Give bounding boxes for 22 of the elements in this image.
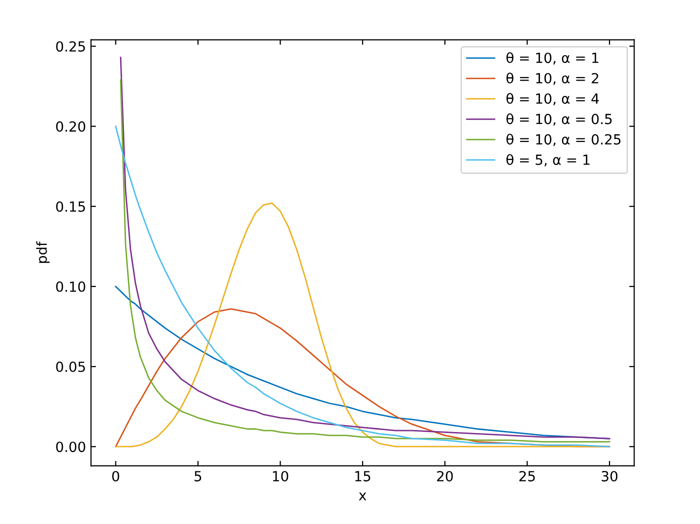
legend-label: θ = 10, α = 2 bbox=[506, 72, 598, 85]
y-tick-label: 0.05 bbox=[56, 362, 85, 372]
line-series bbox=[114, 202, 610, 448]
legend-label: θ = 10, α = 0.5 bbox=[506, 113, 612, 126]
x-tick-label: 30 bbox=[602, 470, 618, 482]
x-tick-label: 20 bbox=[437, 470, 453, 482]
x-axis-title: x bbox=[358, 492, 366, 500]
legend-label: θ = 10, α = 0.25 bbox=[506, 134, 620, 146]
y-tick-label: 0.25 bbox=[56, 41, 85, 52]
y-tick-label: 0.15 bbox=[56, 201, 85, 212]
x-tick-label: 5 bbox=[194, 471, 202, 482]
x-tick-label: 15 bbox=[355, 471, 370, 482]
legend-label: θ = 10, α = 4 bbox=[506, 92, 599, 106]
legend-label: θ = 5, α = 1 bbox=[506, 154, 590, 166]
x-tick-label: 0 bbox=[112, 470, 120, 482]
y-tick-label: 0.10 bbox=[56, 281, 86, 292]
x-tick-label: 25 bbox=[519, 470, 535, 482]
y-axis-title: pdf bbox=[36, 241, 50, 263]
x-tick-label: 10 bbox=[272, 470, 288, 482]
y-tick-label: 0.00 bbox=[56, 442, 86, 452]
legend-label: θ = 10, α = 1 bbox=[506, 52, 598, 64]
y-tick-label: 0.20 bbox=[56, 121, 86, 132]
